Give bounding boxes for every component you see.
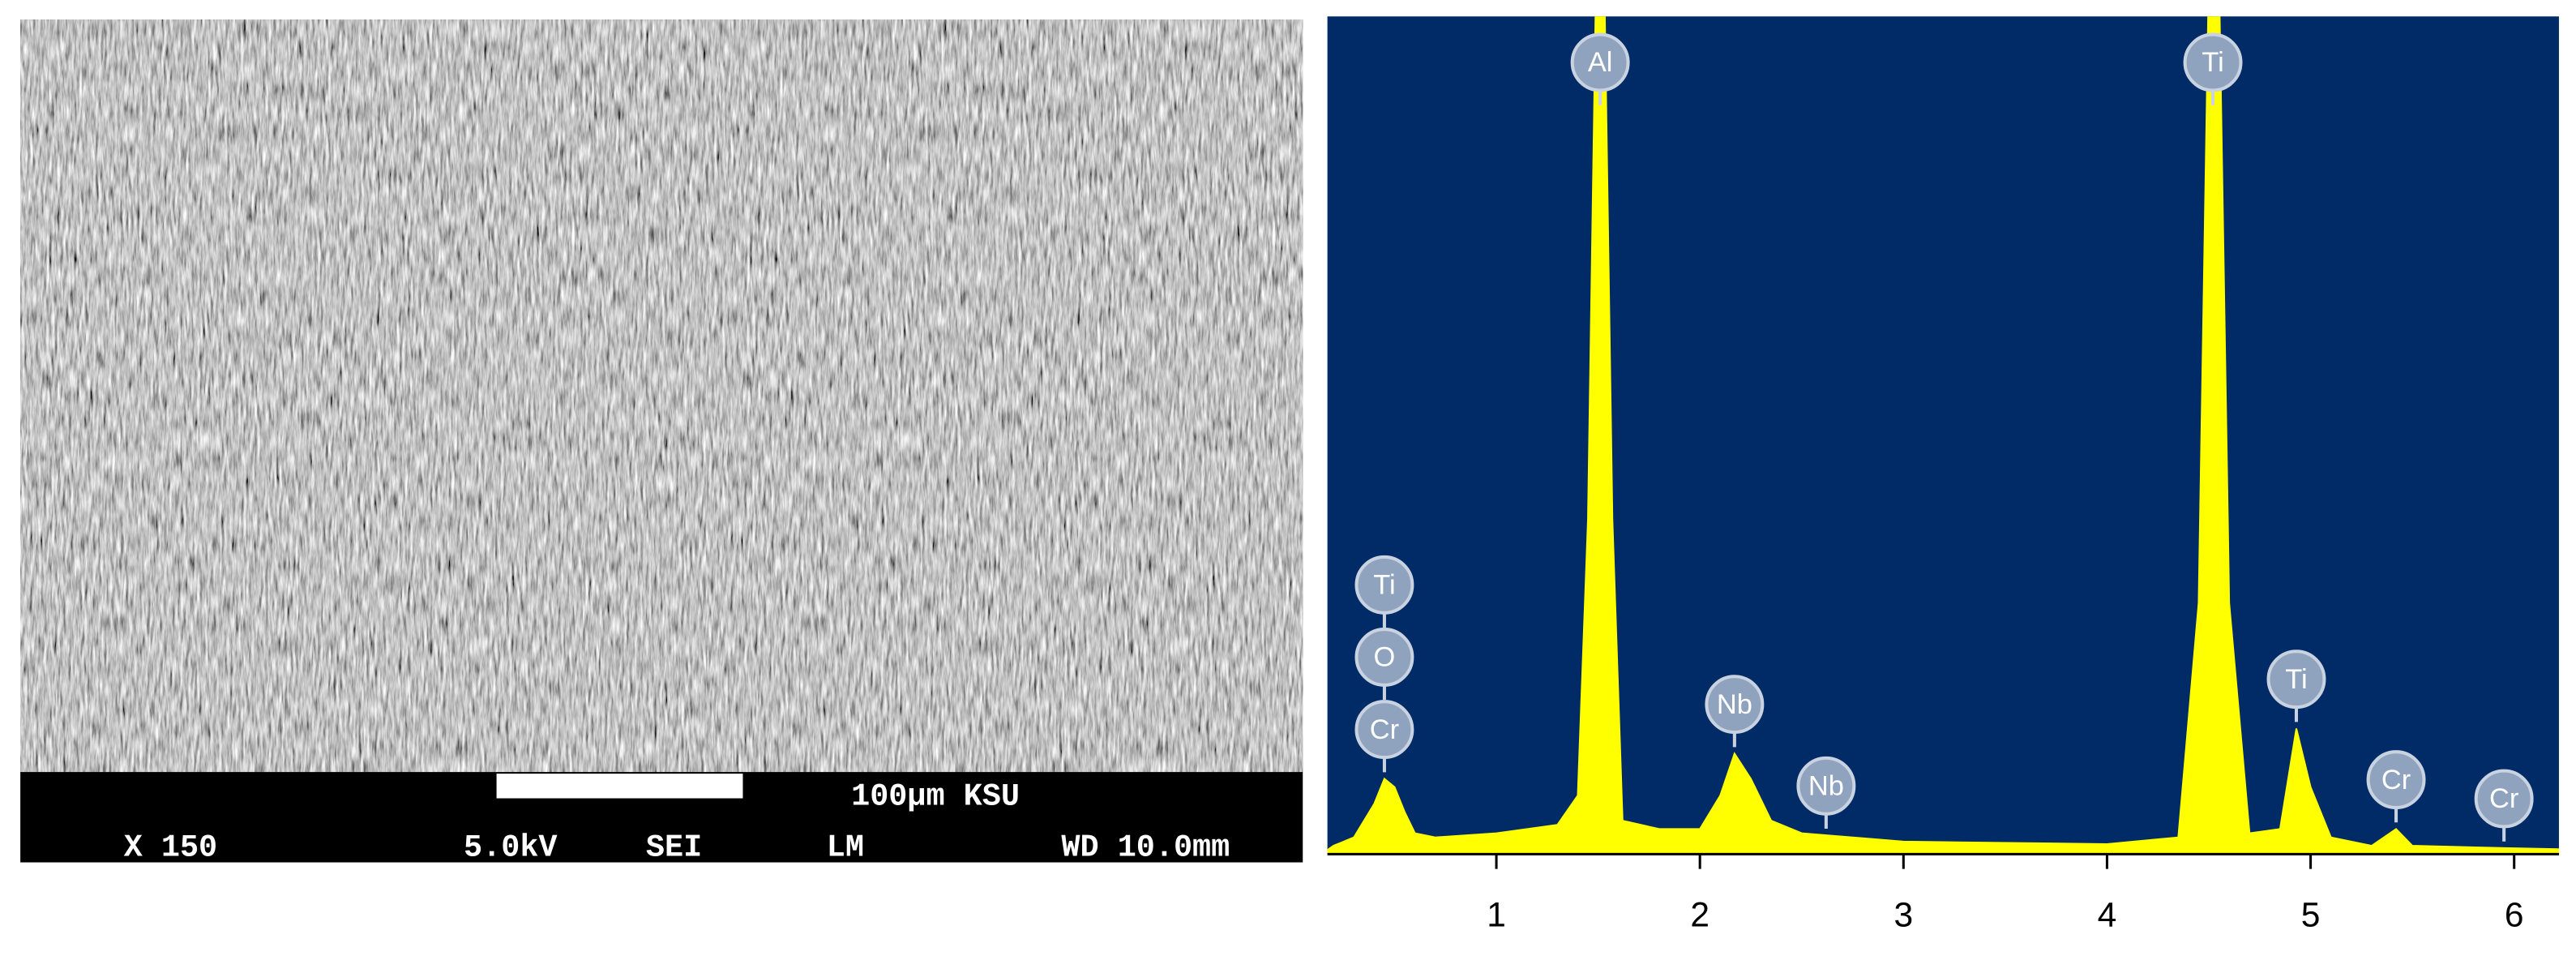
x-tick-label: 1 — [1487, 896, 1506, 935]
annotation-label: Nb — [1717, 689, 1752, 720]
scale-label: 100µm KSU — [851, 779, 1020, 815]
annotation-badge — [1354, 555, 1414, 615]
working-distance: WD 10.0mm — [1061, 830, 1230, 865]
sem-image: 100µm KSU X 150 5.0kV SEI LM WD 10.0mm — [20, 19, 1303, 865]
annotation-badge — [1570, 32, 1630, 92]
detector: SEI — [646, 830, 702, 865]
annotation-label: Ti — [1373, 569, 1395, 600]
annotation-label: Ti — [2285, 664, 2307, 695]
annotation-badge — [1354, 700, 1414, 760]
x-tick-label: 3 — [1893, 896, 1913, 935]
x-tick-label: 4 — [2098, 896, 2117, 935]
annotation-badge — [2266, 649, 2326, 709]
mode: LM — [827, 830, 864, 865]
x-tick-label: 2 — [1690, 896, 1709, 935]
spectrum-area — [1327, 16, 2559, 855]
annotation-label: Nb — [1808, 770, 1844, 801]
annotation-label: Al — [1588, 47, 1613, 78]
annotation-badge — [1354, 628, 1414, 687]
annotation-label: Cr — [2489, 783, 2518, 814]
spectrum — [1327, 16, 2559, 855]
annotation-badge — [2366, 750, 2426, 810]
x-tick-label: 5 — [2301, 896, 2321, 935]
plot-background — [1327, 16, 2559, 855]
magnification: X 150 — [124, 830, 217, 865]
annotation-badge — [2474, 769, 2534, 829]
voltage: 5.0kV — [464, 830, 558, 865]
annotation-label: O — [1374, 642, 1396, 673]
annotation-badge — [1796, 756, 1856, 816]
annotation-label: Ti — [2202, 47, 2223, 78]
annotation-badge — [2183, 32, 2243, 92]
annotation-badge — [1705, 675, 1765, 735]
x-tick-label: 6 — [2505, 896, 2524, 935]
scale-bar — [496, 774, 743, 799]
annotation-label: Cr — [1370, 714, 1399, 745]
annotation-label: Cr — [2381, 765, 2411, 795]
sem-texture — [20, 19, 1303, 773]
